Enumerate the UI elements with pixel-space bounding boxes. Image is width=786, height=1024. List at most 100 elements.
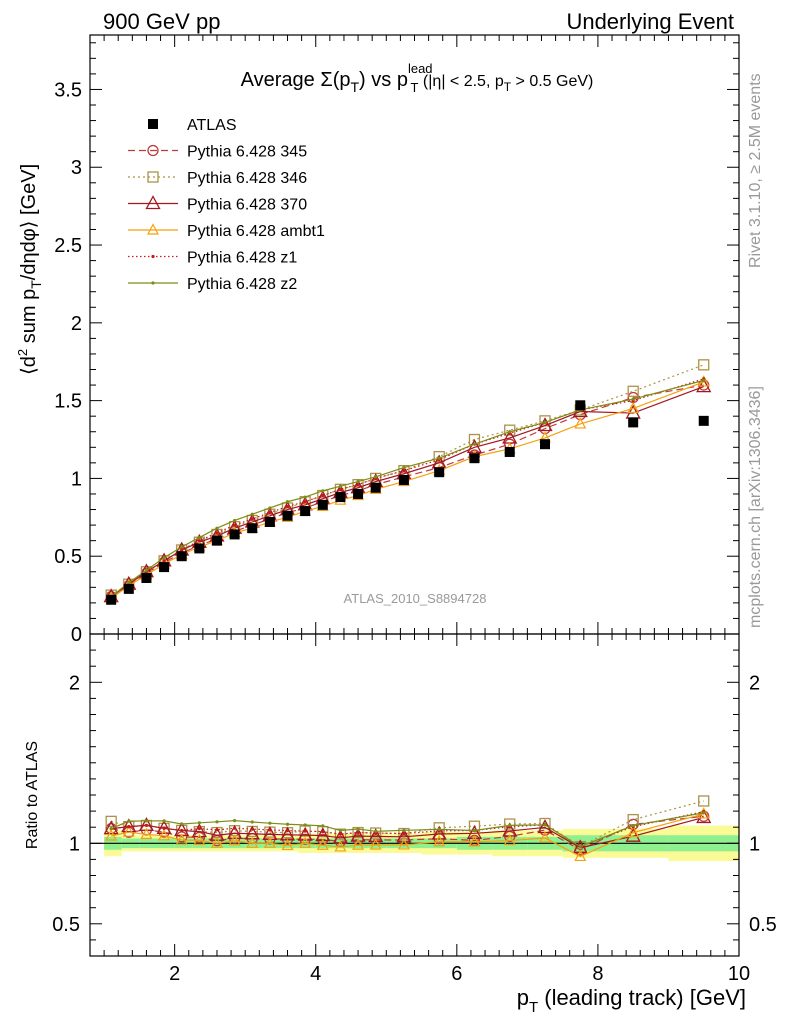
legend-label-z1: Pythia 6.428 z1	[187, 250, 297, 267]
point-ATLAS	[353, 488, 364, 499]
point-ATLAS	[123, 583, 134, 594]
legend-marker-ambt1	[147, 223, 159, 235]
main-y-tick-label: 0.5	[54, 546, 82, 568]
point-ambt1	[574, 417, 587, 429]
ratio-point-z2	[578, 844, 582, 849]
point-z1	[162, 559, 166, 563]
point-z1	[233, 523, 237, 527]
point-z2	[285, 500, 290, 504]
analysis-watermark: ATLAS_2010_S8894728	[344, 591, 487, 606]
point-ATLAS	[159, 562, 170, 573]
point-z2	[374, 475, 378, 479]
ratio-point-z1	[338, 832, 343, 836]
point-z1	[321, 493, 325, 498]
ratio-point-p370	[262, 825, 278, 841]
point-z2	[338, 484, 343, 488]
ratio-point-z1	[144, 823, 149, 828]
ratio-line-p346	[110, 800, 704, 848]
point-ATLAS	[194, 543, 205, 554]
ratio-point-ambt1	[175, 833, 188, 845]
ratio-point-p345	[317, 833, 329, 846]
ratio-point-ambt1	[281, 838, 294, 851]
series-line-p345	[110, 384, 704, 598]
point-ATLAS	[370, 482, 381, 493]
ratio-y-tick-label-right: 0.5	[749, 914, 777, 936]
legend-marker-p345	[147, 144, 159, 157]
ratio-point-p370	[138, 817, 155, 832]
ratio-point-p346	[433, 822, 445, 834]
side-label-bottom: mcplots.cern.ch [arXiv:1306.3436]	[747, 386, 764, 628]
ratio-point-p346	[539, 817, 551, 830]
ratio-line-z2	[110, 812, 704, 848]
ratio-point-z2	[356, 827, 360, 831]
ratio-plot-area	[90, 795, 739, 862]
ratio-y-axis-label: Ratio to ATLAS	[24, 741, 41, 849]
ratio-y-tick-label: 0.5	[52, 914, 80, 936]
ratio-point-p370	[227, 824, 243, 839]
ratio-point-ambt1	[299, 836, 312, 848]
ratio-point-p346	[698, 795, 710, 807]
ratio-point-p370	[625, 827, 641, 842]
header-left: 900 GeV pp	[103, 9, 220, 34]
ratio-point-ambt1	[539, 831, 551, 843]
ratio-point-p370	[466, 824, 483, 839]
point-ATLAS	[434, 467, 445, 478]
point-ATLAS	[264, 516, 275, 527]
ratio-point-ambt1	[228, 833, 241, 846]
ratio-point-z2	[338, 828, 343, 833]
point-ATLAS	[141, 572, 152, 583]
ratio-point-z1	[215, 828, 219, 832]
ratio-point-p345	[299, 833, 311, 845]
header-right: Underlying Event	[566, 9, 734, 34]
point-z1	[402, 469, 406, 473]
ratio-point-ambt1	[352, 838, 365, 850]
main-axis-ticks: 0 0.5 1 1.5 2 2.5 3 3.5	[54, 35, 740, 646]
point-z2	[303, 495, 307, 499]
point-ATLAS	[398, 474, 409, 485]
main-plot-area	[103, 359, 712, 605]
point-ATLAS	[247, 523, 258, 534]
ratio-point-p345	[281, 833, 294, 845]
main-y-tick-label: 3.5	[54, 79, 82, 101]
ratio-point-z1	[250, 827, 254, 831]
point-z1	[303, 500, 307, 504]
point-z2	[197, 535, 201, 540]
ratio-point-z2	[144, 819, 149, 823]
ratio-line-z1	[111, 810, 704, 848]
ratio-point-z1	[162, 826, 166, 830]
point-z1	[197, 539, 201, 543]
legend-label-z2: Pythia 6.428 z2	[187, 276, 297, 293]
ratio-point-z2	[127, 819, 131, 823]
ratio-point-ambt1	[468, 835, 481, 847]
main-y-tick-label: 1	[71, 468, 82, 490]
x-tick-label: 10	[728, 963, 750, 985]
ratio-point-p370	[350, 827, 366, 842]
main-y-tick-label: 1.5	[54, 391, 82, 413]
point-p346	[698, 359, 710, 371]
ratio-point-ambt1	[122, 825, 135, 837]
ratio-panel: 2 4 6 8 10 0.5 0.5 1 1 2 2 Ratio to ATLAS	[24, 633, 777, 985]
x-tick-label: 2	[169, 963, 180, 985]
ratio-point-z1	[268, 828, 272, 832]
point-z2	[250, 512, 254, 516]
series-line-p370	[110, 386, 704, 598]
ratio-point-p370	[191, 823, 207, 838]
ratio-point-z2	[508, 823, 512, 828]
ratio-y-tick-label-right: 1	[749, 833, 760, 855]
ratio-point-z2	[285, 822, 290, 826]
ratio-point-z2	[321, 824, 325, 828]
ratio-point-z1	[180, 828, 184, 833]
ratio-point-ambt1	[574, 849, 587, 862]
ratio-point-z2	[215, 820, 219, 824]
point-ATLAS	[300, 506, 311, 517]
main-y-tick-label: 0	[71, 624, 82, 646]
point-z2	[631, 397, 635, 401]
main-y-tick-label: 3	[71, 157, 82, 179]
point-z2	[162, 556, 166, 560]
point-p346	[627, 385, 639, 397]
ratio-point-z2	[268, 821, 272, 825]
ratio-point-z2	[109, 827, 113, 831]
legend-marker-ATLAS	[148, 119, 158, 129]
legend-label-p346: Pythia 6.428 346	[187, 170, 307, 187]
ratio-point-p370	[696, 809, 712, 824]
